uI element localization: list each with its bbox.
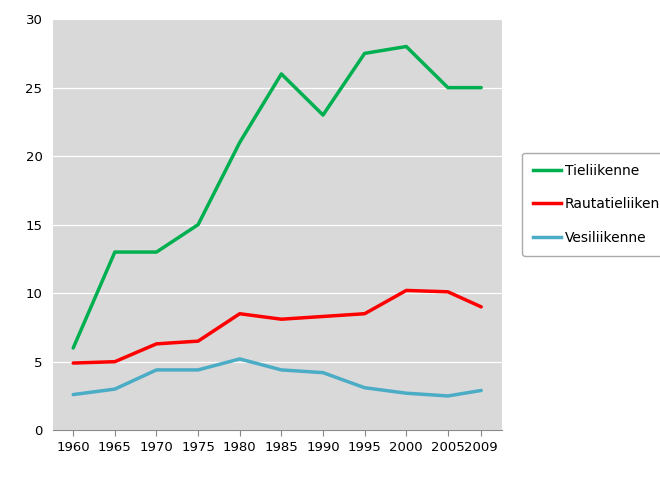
Legend: Tieliikenne, Rautatieliikenne, Vesiliikenne: Tieliikenne, Rautatieliikenne, Vesiliike… <box>522 152 660 256</box>
